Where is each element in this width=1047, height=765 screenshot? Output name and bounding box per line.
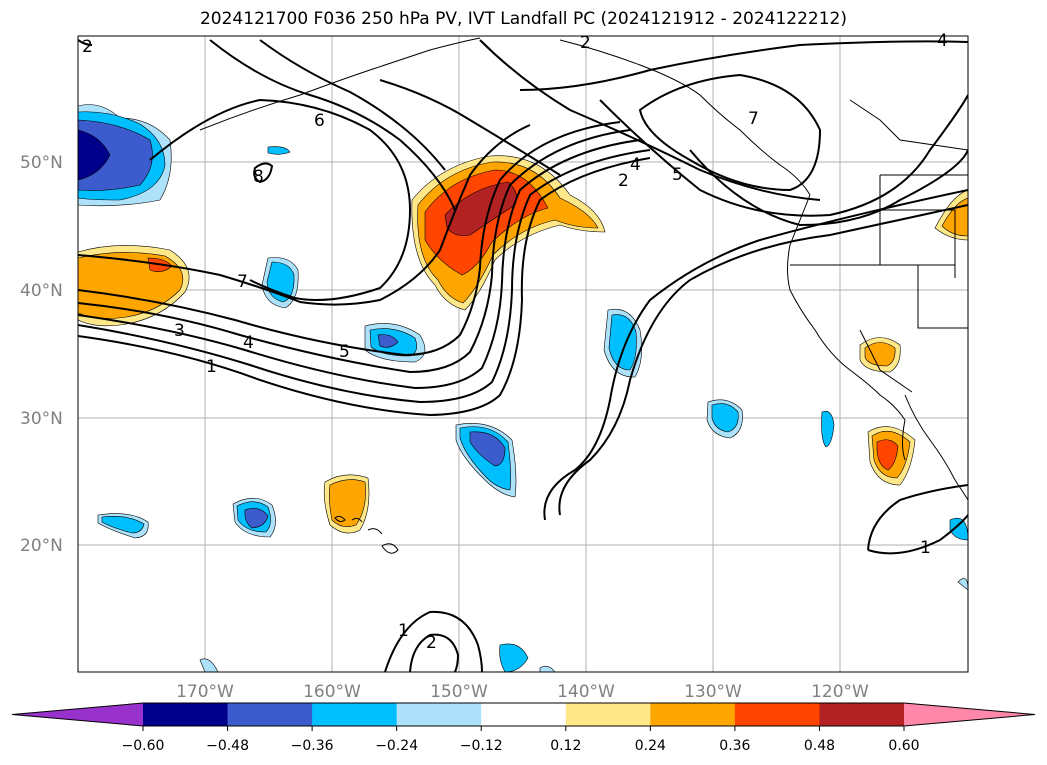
anomaly-region bbox=[78, 119, 153, 191]
map-title: 2024121700 F036 250 hPa PV, IVT Landfall… bbox=[199, 9, 847, 29]
anomaly-region bbox=[199, 658, 219, 672]
anomaly-region bbox=[711, 403, 739, 433]
colorbar-segment bbox=[819, 703, 905, 726]
contour-label: 2 bbox=[618, 171, 629, 191]
latitude-label: 20°N bbox=[20, 536, 63, 556]
anomaly-region bbox=[329, 479, 366, 527]
anomaly-region bbox=[78, 129, 111, 181]
colorbar-segment bbox=[734, 703, 820, 726]
colorbar-extension-high bbox=[904, 703, 1035, 726]
contour-label: 1 bbox=[398, 621, 409, 641]
latitude-label: 30°N bbox=[20, 409, 63, 429]
longitude-label: 130°W bbox=[684, 682, 742, 702]
colorbar-tick-label: −0.12 bbox=[460, 738, 503, 754]
colorbar-tick-label: −0.48 bbox=[206, 738, 249, 754]
longitude-label: 120°W bbox=[811, 682, 869, 702]
coastlines bbox=[199, 37, 968, 501]
longitude-label: 140°W bbox=[557, 682, 615, 702]
latitude-labels: 50°N 40°N 30°N 20°N bbox=[20, 153, 63, 556]
longitude-labels: 170°W 160°W 150°W 140°W 130°W 120°W bbox=[176, 682, 869, 702]
anomaly-region bbox=[864, 342, 896, 367]
anomaly-region bbox=[876, 439, 899, 471]
map-frame bbox=[77, 35, 969, 673]
contour-label: 1 bbox=[920, 538, 931, 558]
anomaly-region bbox=[244, 508, 269, 529]
contour-label: 2 bbox=[82, 37, 93, 57]
colorbar-tick-label: 0.24 bbox=[635, 738, 666, 754]
anomaly-region bbox=[267, 146, 291, 155]
anomaly-region bbox=[377, 334, 399, 348]
contour-label: 6 bbox=[314, 111, 325, 131]
colorbar-tick-label: 0.12 bbox=[550, 738, 581, 754]
contour-label: 4 bbox=[630, 155, 641, 175]
longitude-label: 160°W bbox=[303, 682, 361, 702]
contour-label: 5 bbox=[672, 165, 683, 185]
colorbar-segment bbox=[396, 703, 482, 726]
colorbar-extension-low bbox=[12, 703, 143, 726]
colorbar-segment bbox=[312, 703, 398, 726]
contour-lines bbox=[78, 39, 968, 672]
colorbar-tick-label: 0.48 bbox=[804, 738, 835, 754]
pv-negative-anomalies bbox=[78, 104, 968, 672]
contour-label: 4 bbox=[937, 31, 948, 51]
contour-label: 3 bbox=[174, 321, 185, 341]
anomaly-region bbox=[499, 643, 529, 672]
longitude-label: 150°W bbox=[430, 682, 488, 702]
contour-label: 5 bbox=[339, 342, 350, 362]
colorbar-segment bbox=[481, 703, 567, 726]
contour-labels: 6 7 3 4 5 1 8 2 4 5 2 7 1 1 2 2 4 bbox=[82, 31, 948, 653]
colorbar-segment bbox=[143, 703, 229, 726]
colorbar-segment bbox=[227, 703, 313, 726]
contour-label: 4 bbox=[243, 333, 254, 353]
contour-label: 1 bbox=[206, 357, 217, 377]
colorbar: −0.60 −0.48 −0.36 −0.24 −0.12 0.12 0.24 0.36 0.4… bbox=[11, 702, 1036, 754]
islands bbox=[334, 515, 399, 554]
contour-label: 7 bbox=[237, 272, 248, 292]
longitude-label: 170°W bbox=[176, 682, 234, 702]
colorbar-tick-label: 0.36 bbox=[719, 738, 750, 754]
contour-label: 2 bbox=[426, 633, 437, 653]
colorbar-tick-label: 0.60 bbox=[888, 738, 919, 754]
contour-label: 2 bbox=[580, 33, 591, 53]
colorbar-tick-label: −0.24 bbox=[375, 738, 418, 754]
colorbar-segment bbox=[650, 703, 736, 726]
anomaly-region bbox=[469, 431, 506, 467]
contour-label: 8 bbox=[253, 167, 264, 187]
colorbar-tick-label: −0.36 bbox=[291, 738, 334, 754]
latitude-label: 50°N bbox=[20, 153, 63, 173]
anomaly-region bbox=[821, 411, 835, 448]
anomaly-region bbox=[539, 665, 556, 672]
anomaly-region bbox=[101, 516, 145, 534]
colorbar-tick-label: −0.60 bbox=[122, 738, 165, 754]
colorbar-segment bbox=[565, 703, 651, 726]
latitude-label: 40°N bbox=[20, 281, 63, 301]
contour-label: 7 bbox=[748, 109, 759, 129]
anomaly-region bbox=[608, 314, 637, 371]
